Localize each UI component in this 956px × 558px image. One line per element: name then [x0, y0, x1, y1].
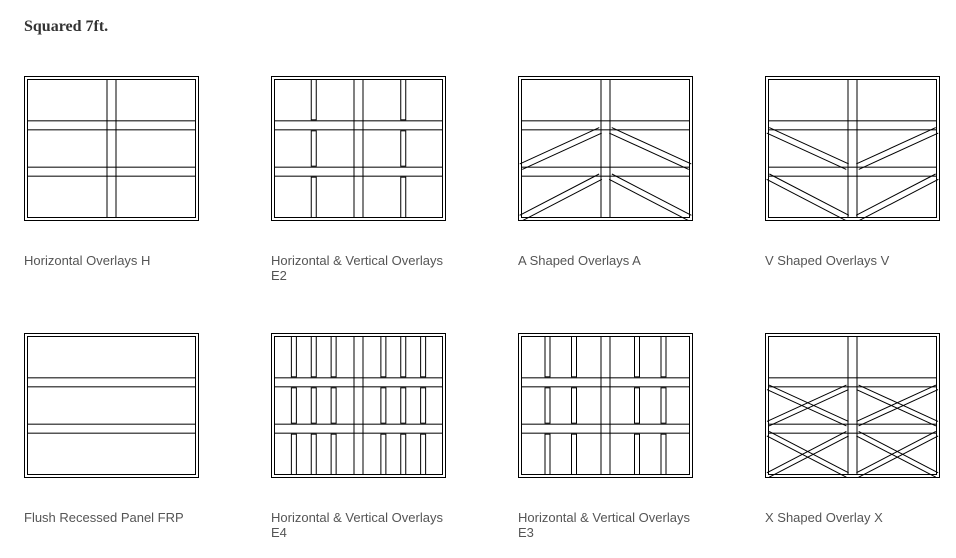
section-title: Squared 7ft. [24, 18, 932, 36]
door-figure [271, 333, 446, 478]
door-item: V Shaped Overlays V [765, 76, 940, 283]
door-item: A Shaped Overlays A [518, 76, 693, 283]
door-caption: Horizontal & Vertical Overlays E2 [271, 253, 446, 283]
door-item: Horizontal & Vertical Overlays E3 [518, 333, 693, 540]
door-figure [518, 333, 693, 478]
door-caption: Horizontal & Vertical Overlays E3 [518, 510, 693, 540]
door-item: X Shaped Overlay X [765, 333, 940, 540]
door-grid: Horizontal Overlays H Horizontal & Verti… [24, 76, 932, 540]
door-figure [24, 76, 199, 221]
door-item: Horizontal & Vertical Overlays E4 [271, 333, 446, 540]
door-figure [518, 76, 693, 221]
door-figure [765, 333, 940, 478]
door-caption: V Shaped Overlays V [765, 253, 940, 268]
door-figure [765, 76, 940, 221]
door-figure [271, 76, 446, 221]
door-item: Horizontal Overlays H [24, 76, 199, 283]
door-caption: Horizontal & Vertical Overlays E4 [271, 510, 446, 540]
door-caption: A Shaped Overlays A [518, 253, 693, 268]
door-caption: Horizontal Overlays H [24, 253, 199, 268]
door-item: Horizontal & Vertical Overlays E2 [271, 76, 446, 283]
door-caption: X Shaped Overlay X [765, 510, 940, 525]
door-item: Flush Recessed Panel FRP [24, 333, 199, 540]
door-figure [24, 333, 199, 478]
door-caption: Flush Recessed Panel FRP [24, 510, 199, 525]
